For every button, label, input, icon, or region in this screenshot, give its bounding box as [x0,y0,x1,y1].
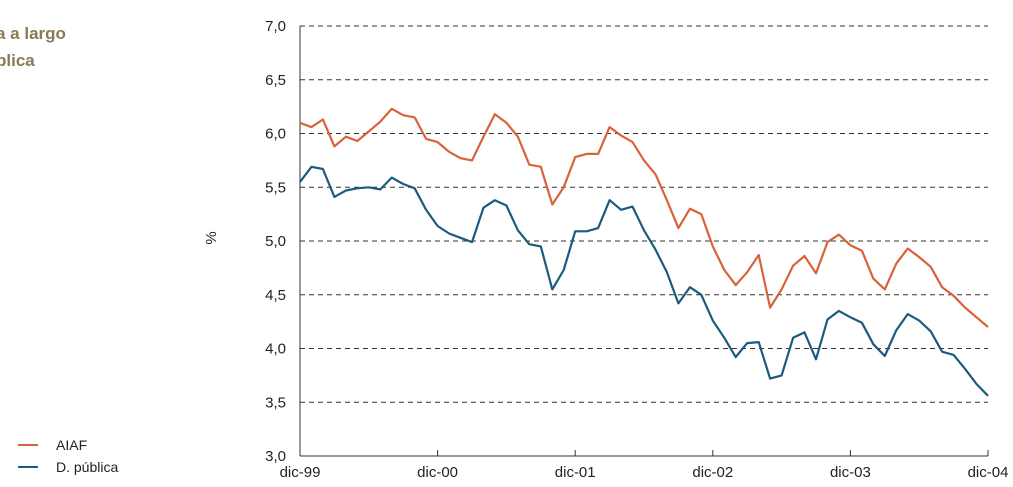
x-tick-label: dic-99 [280,464,321,481]
legend: AIAF D. pública [18,434,118,478]
y-tick-label: 4,5 [265,287,286,304]
legend-swatch [18,466,38,468]
series-line-d-p-blica [299,165,989,397]
x-tick-label: dic-04 [968,464,1009,481]
y-tick-label: 5,0 [265,233,286,250]
legend-label: D. pública [56,459,119,475]
x-tick-label: dic-03 [830,464,871,481]
legend-item: D. pública [18,456,118,478]
chart-title-fragment: a a largo blica [0,24,66,70]
x-tick-label: dic-01 [555,464,596,481]
y-tick-label: 6,5 [265,72,286,89]
legend-swatch [18,444,38,446]
y-tick-label: 3,0 [265,448,286,465]
y-axis-label: % [203,231,220,244]
x-tick-label: dic-00 [417,464,458,481]
y-tick-label: 7,0 [265,18,286,35]
series-line-aiaf [299,107,989,328]
y-tick-label: 5,5 [265,179,286,196]
legend-label: AIAF [56,437,88,453]
x-tick-label: dic-02 [692,464,733,481]
y-tick-label: 4,0 [265,341,286,358]
y-tick-label: 6,0 [265,126,286,143]
series-lines [299,107,989,397]
grid-lines [300,25,988,403]
axes: 3,0 3,5 4,0 4,5 5,0 5,5 6,0 6,5 7,0 dic-99 dic-00 d… [265,18,1008,481]
y-tick-label: 3,5 [265,394,286,411]
legend-item: AIAF [18,434,118,456]
